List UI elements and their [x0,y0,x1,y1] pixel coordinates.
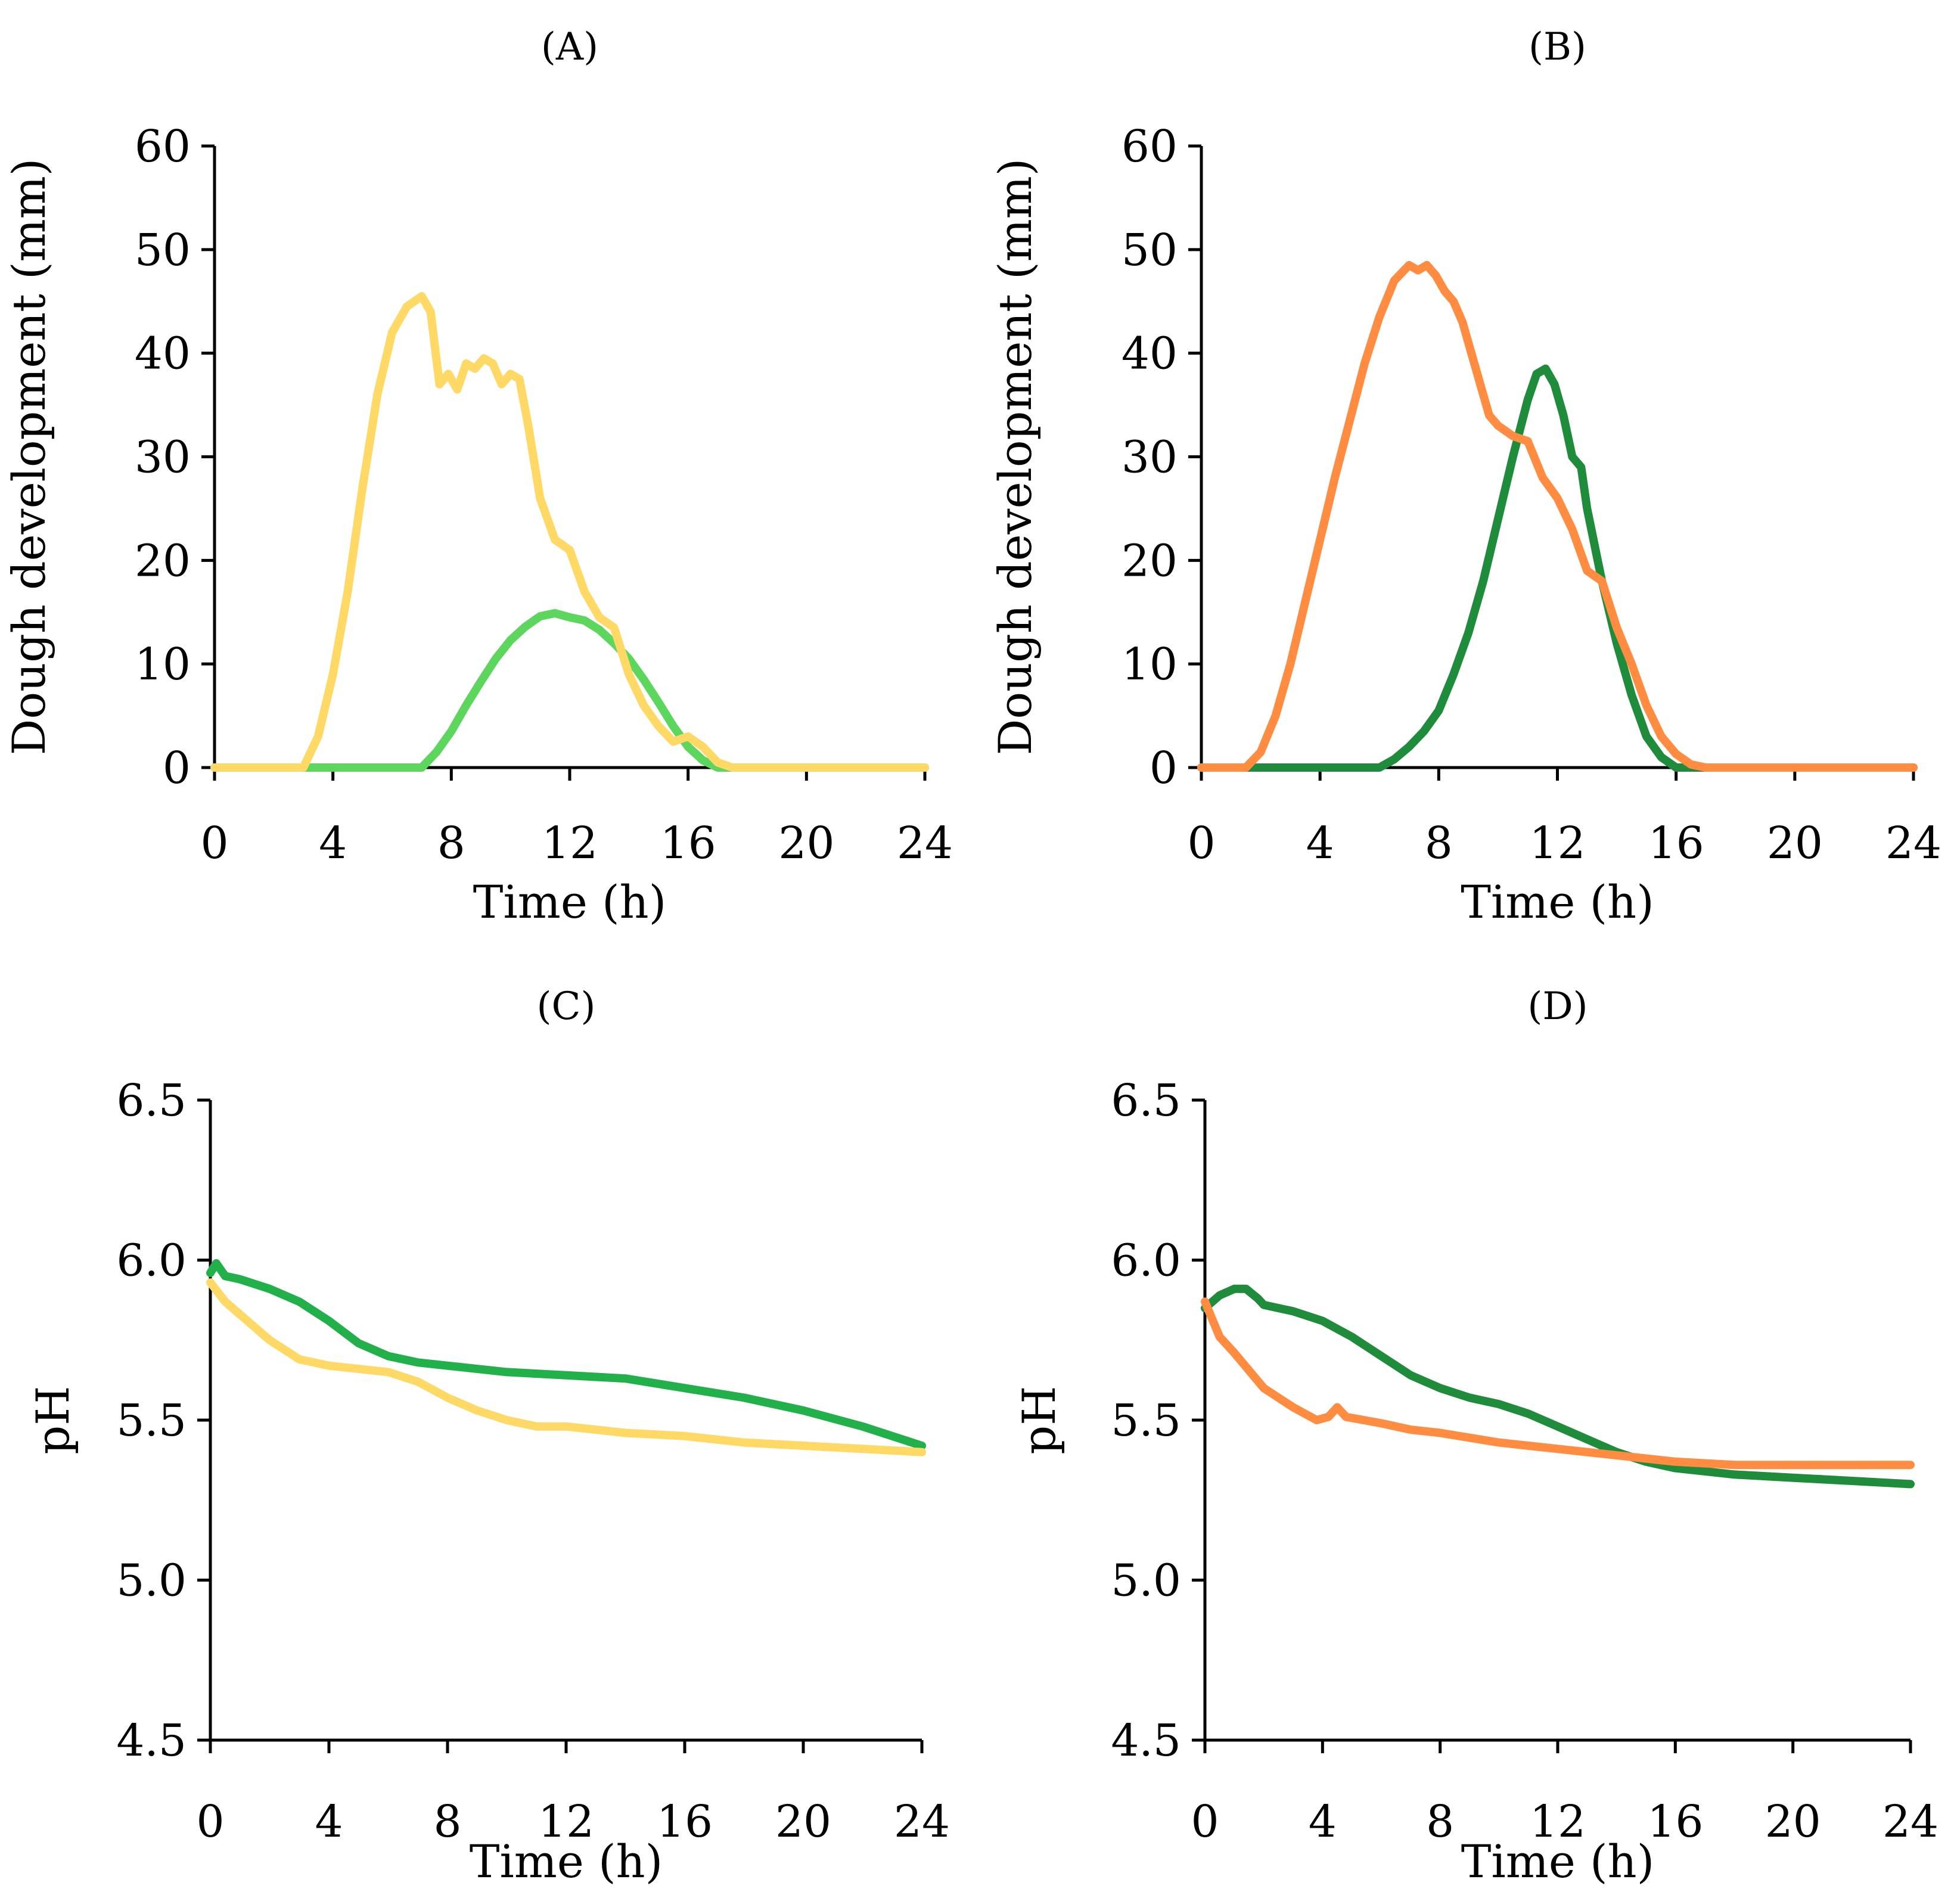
x-tick-label: 12 [538,1796,594,1847]
x-axis-label: Time (h) [473,875,666,928]
x-tick-label: 16 [1648,818,1704,869]
panel-a: (A) 0 10 20 30 40 50 60 0 4 8 12 16 20 24 Time (h) Dough… [2,25,953,928]
x-tick-label: 20 [775,1796,831,1847]
panel-c: (C) 4.5 5.0 5.5 6.0 6.5 0 4 8 12 16 20 24 Time (h) pH [26,984,950,1888]
y-tick-label: 5.5 [1111,1395,1181,1446]
y-tick-label: 20 [1122,535,1178,586]
y-axis-label: Dough development (mm) [989,159,1042,756]
panel-b: (B) 0 10 20 30 40 50 60 0 4 8 12 16 20 24 Time (h) Dough… [989,25,1941,928]
x-tick-label: 4 [1309,1796,1337,1847]
panel-title: (A) [541,25,598,69]
panel-d: (D) 4.5 5.0 5.5 6.0 6.5 0 4 8 12 16 20 24 Time (h) pH [1012,984,1939,1888]
x-tick-label: 4 [319,818,347,869]
y-tick-label: 60 [135,121,191,172]
series-line-yellow [210,292,929,772]
x-tick-label: 12 [1530,1796,1586,1847]
x-tick-label: 16 [660,818,716,869]
x-tick-label: 0 [1191,1796,1219,1847]
y-tick-label: 40 [135,328,191,380]
x-axis-label: Time (h) [1461,1835,1654,1888]
x-axis-label: Time (h) [470,1835,663,1888]
x-tick-label: 0 [200,818,228,869]
y-tick-label: 6.0 [1111,1235,1181,1287]
x-tick-label: 8 [1425,818,1453,869]
series-line-dark-green [1201,1284,1915,1489]
y-tick-label: 10 [1122,639,1178,690]
series-line-light-green [210,609,929,772]
x-tick-label: 24 [894,1796,950,1847]
x-tick-label: 8 [433,1796,461,1847]
x-tick-label: 12 [1529,818,1585,869]
x-tick-label: 4 [315,1796,343,1847]
series-line-orange [1201,1297,1915,1470]
y-axis-label: pH [1012,1386,1065,1455]
x-tick-label: 4 [1306,818,1334,869]
y-tick-label: 30 [135,432,191,483]
x-tick-label: 0 [196,1796,224,1847]
x-tick-label: 16 [657,1796,713,1847]
x-axis-label: Time (h) [1461,875,1654,928]
x-tick-label: 8 [437,818,465,869]
x-tick-label: 8 [1426,1796,1454,1847]
panel-title: (D) [1527,984,1588,1029]
y-tick-label: 6.5 [116,1075,187,1126]
x-tick-label: 12 [542,818,598,869]
x-tick-label: 24 [897,818,953,869]
x-tick-label: 24 [1882,1796,1939,1847]
y-tick-label: 5.0 [1111,1555,1181,1607]
y-tick-label: 60 [1122,121,1178,172]
y-tick-label: 0 [163,743,191,794]
y-tick-label: 0 [1150,743,1178,794]
y-axis-label: Dough development (mm) [2,159,55,756]
x-tick-label: 16 [1647,1796,1703,1847]
x-tick-label: 20 [1767,818,1823,869]
x-tick-label: 0 [1187,818,1215,869]
y-tick-label: 50 [1122,225,1178,276]
y-tick-label: 40 [1122,328,1178,380]
series-line-green [206,1259,926,1450]
series-line-yellow [206,1278,926,1456]
y-tick-label: 6.5 [1111,1075,1181,1126]
y-tick-label: 30 [1122,432,1178,483]
series-line-dark-green [1197,364,1918,772]
series-line-orange [1197,260,1918,772]
y-tick-label: 4.5 [1111,1715,1181,1766]
y-tick-label: 50 [135,225,191,276]
x-tick-label: 20 [778,818,834,869]
y-tick-label: 6.0 [116,1235,187,1287]
y-tick-label: 20 [135,535,191,586]
x-tick-label: 20 [1765,1796,1821,1847]
y-tick-label: 5.5 [116,1395,187,1446]
y-axis-label: pH [26,1386,79,1455]
panel-title: (C) [537,984,596,1029]
panel-title: (B) [1529,25,1586,69]
y-tick-label: 10 [135,639,191,690]
y-tick-label: 5.0 [116,1555,187,1607]
x-tick-label: 24 [1885,818,1941,869]
y-tick-label: 4.5 [116,1715,187,1766]
